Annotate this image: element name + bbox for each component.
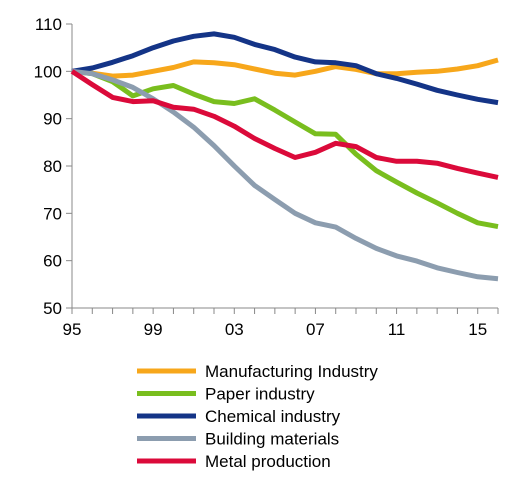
y-tick-label: 70: [43, 204, 62, 223]
legend-label-manufacturing-industry: Manufacturing Industry: [205, 362, 378, 381]
x-axis-ticks: 95 99 03 07 11 15: [63, 308, 499, 339]
y-tick-label: 90: [43, 110, 62, 129]
series-line-manufacturing-industry: [71, 57, 499, 79]
series-line-building-materials: [71, 68, 499, 282]
legend-label-paper-industry: Paper industry: [205, 385, 315, 404]
series-line-paper-industry: [71, 68, 499, 230]
legend: Manufacturing Industry Paper industry Chem…: [137, 362, 378, 471]
y-tick-label: 60: [43, 252, 62, 271]
x-tick-label: 15: [468, 320, 487, 339]
series-lines: [70, 31, 499, 282]
legend-label-chemical-industry: Chemical industry: [205, 407, 341, 426]
y-tick-label: 80: [43, 157, 62, 176]
x-tick-label: 95: [63, 320, 82, 339]
y-axis-ticks: 50 60 70 80 90 100 110: [34, 15, 72, 318]
x-tick-label: 11: [388, 320, 406, 339]
y-tick-label: 50: [43, 299, 62, 318]
series-line-metal-production: [70, 69, 499, 180]
x-tick-label: 07: [306, 320, 325, 339]
legend-label-metal-production: Metal production: [205, 452, 331, 471]
series-line-chemical-industry: [71, 31, 499, 106]
x-tick-label: 03: [225, 320, 244, 339]
legend-label-building-materials: Building materials: [205, 430, 339, 449]
x-tick-label: 99: [144, 320, 163, 339]
y-tick-label: 100: [34, 62, 62, 81]
y-tick-label: 110: [35, 15, 62, 34]
